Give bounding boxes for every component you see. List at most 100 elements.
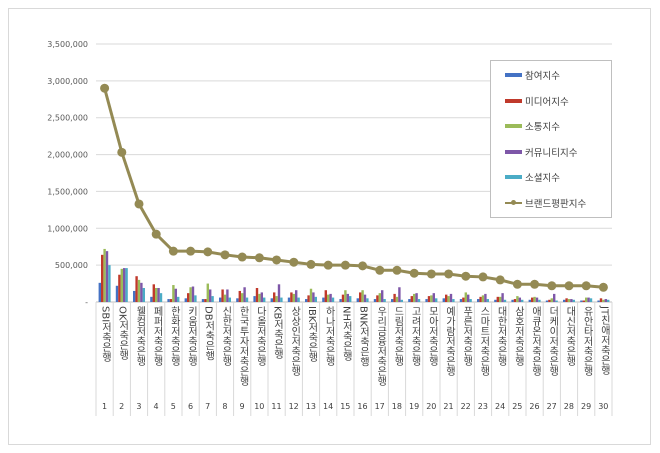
- brand-index-point-20: [426, 269, 436, 279]
- bar-5-22: [469, 299, 472, 302]
- legend-label: 참여지수: [525, 71, 560, 82]
- legend-item: 브랜드평판지수: [505, 196, 586, 210]
- category-label: KB저축은행: [271, 306, 283, 360]
- legend-item: 소셜지수: [505, 170, 560, 184]
- legend-swatch: [505, 175, 522, 179]
- bar-2-16: [359, 292, 362, 302]
- bar-5-11: [280, 297, 283, 302]
- bar-1-22: [459, 299, 463, 302]
- bar-3-30: [602, 299, 605, 302]
- brand-index-point-14: [323, 260, 333, 270]
- bar-2-28: [565, 298, 568, 302]
- bar-3-17: [378, 293, 381, 302]
- bar-2-30: [599, 298, 603, 302]
- bar-2-29: [582, 300, 585, 302]
- legend-swatch: [505, 124, 522, 128]
- bar-1-23: [477, 299, 480, 302]
- bar-2-25: [513, 299, 517, 302]
- rank-label: 30: [598, 402, 609, 411]
- brand-index-point-13: [306, 259, 316, 269]
- brand-index-point-7: [203, 247, 213, 257]
- bar-2-5: [169, 299, 173, 302]
- rank-label: 14: [323, 402, 334, 411]
- bar-5-9: [245, 297, 249, 302]
- bar-3-16: [361, 290, 364, 302]
- legend-label: 브랜드평판지수: [525, 198, 587, 210]
- brand-index-point-6: [186, 246, 196, 256]
- bar-4-27: [553, 293, 556, 302]
- bar-3-7: [206, 283, 209, 302]
- rank-label: 2: [119, 402, 125, 411]
- category-label: DB저축은행: [202, 306, 214, 361]
- bar-5-28: [572, 299, 575, 302]
- bar-3-21: [447, 296, 450, 302]
- rank-label: 15: [340, 402, 351, 411]
- bar-1-2: [115, 285, 119, 302]
- category-label: 페퍼저축은행: [151, 306, 163, 366]
- bar-4-22: [467, 294, 470, 302]
- bar-2-6: [187, 293, 190, 302]
- category-label: IBK저축은행: [305, 306, 317, 363]
- bar-5-18: [400, 299, 403, 302]
- bar-3-6: [189, 287, 192, 302]
- brand-index-point-3: [134, 199, 144, 209]
- brand-index-point-26: [530, 279, 540, 289]
- category-label: 상상인저축은행: [288, 306, 300, 376]
- rank-label: 6: [187, 402, 194, 411]
- bar-4-25: [518, 297, 521, 302]
- category-label: NH저축은행: [340, 306, 352, 361]
- rank-label: 22: [460, 402, 471, 411]
- legend-label: 커뮤니티지수: [525, 147, 578, 159]
- rank-label: 28: [563, 402, 574, 411]
- y-tick-label: 1,500,000: [47, 187, 88, 196]
- brand-index-point-8: [220, 250, 230, 260]
- rank-label: 12: [288, 402, 299, 411]
- rank-label: 18: [391, 402, 402, 411]
- bar-3-4: [155, 287, 158, 302]
- category-label: 한화저축은행: [168, 306, 180, 366]
- brand-index-point-1: [100, 83, 110, 93]
- category-label: 키움저축은행: [185, 306, 197, 366]
- bar-4-18: [398, 287, 401, 302]
- bar-1-4: [150, 296, 153, 302]
- bar-3-26: [533, 296, 536, 302]
- legend-label: 소셜지수: [525, 173, 560, 184]
- rank-label: 13: [305, 402, 316, 411]
- bar-2-26: [531, 297, 534, 302]
- brand-index-point-9: [237, 252, 247, 262]
- y-tick-label: 1,000,000: [47, 224, 88, 233]
- bar-5-26: [538, 299, 541, 302]
- bar-5-1: [108, 265, 111, 302]
- rank-label: 25: [512, 402, 523, 411]
- rank-label: 27: [546, 402, 557, 411]
- bar-1-24: [494, 299, 497, 302]
- bar-1-29: [580, 300, 583, 302]
- y-tick-label: 500,000: [55, 261, 88, 270]
- bar-3-10: [258, 293, 261, 302]
- bar-5-4: [159, 293, 163, 302]
- rank-label: 11: [271, 402, 282, 411]
- bar-1-27: [545, 300, 549, 302]
- bar-5-13: [314, 296, 317, 302]
- bar-2-18: [393, 293, 396, 302]
- bar-1-19: [408, 299, 411, 302]
- bar-4-15: [346, 293, 349, 302]
- bar-3-11: [275, 296, 278, 302]
- bar-1-17: [373, 299, 377, 302]
- brand-index-point-30: [598, 282, 608, 292]
- bar-5-14: [331, 297, 335, 302]
- bar-3-9: [241, 293, 244, 302]
- bar-2-4: [152, 284, 155, 302]
- bar-4-5: [174, 288, 177, 302]
- brand-index-point-19: [409, 268, 419, 278]
- bar-2-12: [290, 292, 293, 302]
- category-label: 스마트저축은행: [477, 306, 489, 376]
- bar-4-6: [191, 286, 195, 302]
- bar-1-9: [236, 298, 239, 302]
- bar-3-25: [516, 296, 519, 302]
- bar-2-2: [118, 274, 121, 302]
- bar-2-10: [255, 287, 259, 302]
- brand-index-point-18: [392, 265, 402, 275]
- legend-item: 소통지수: [505, 119, 560, 133]
- bar-5-21: [452, 299, 455, 302]
